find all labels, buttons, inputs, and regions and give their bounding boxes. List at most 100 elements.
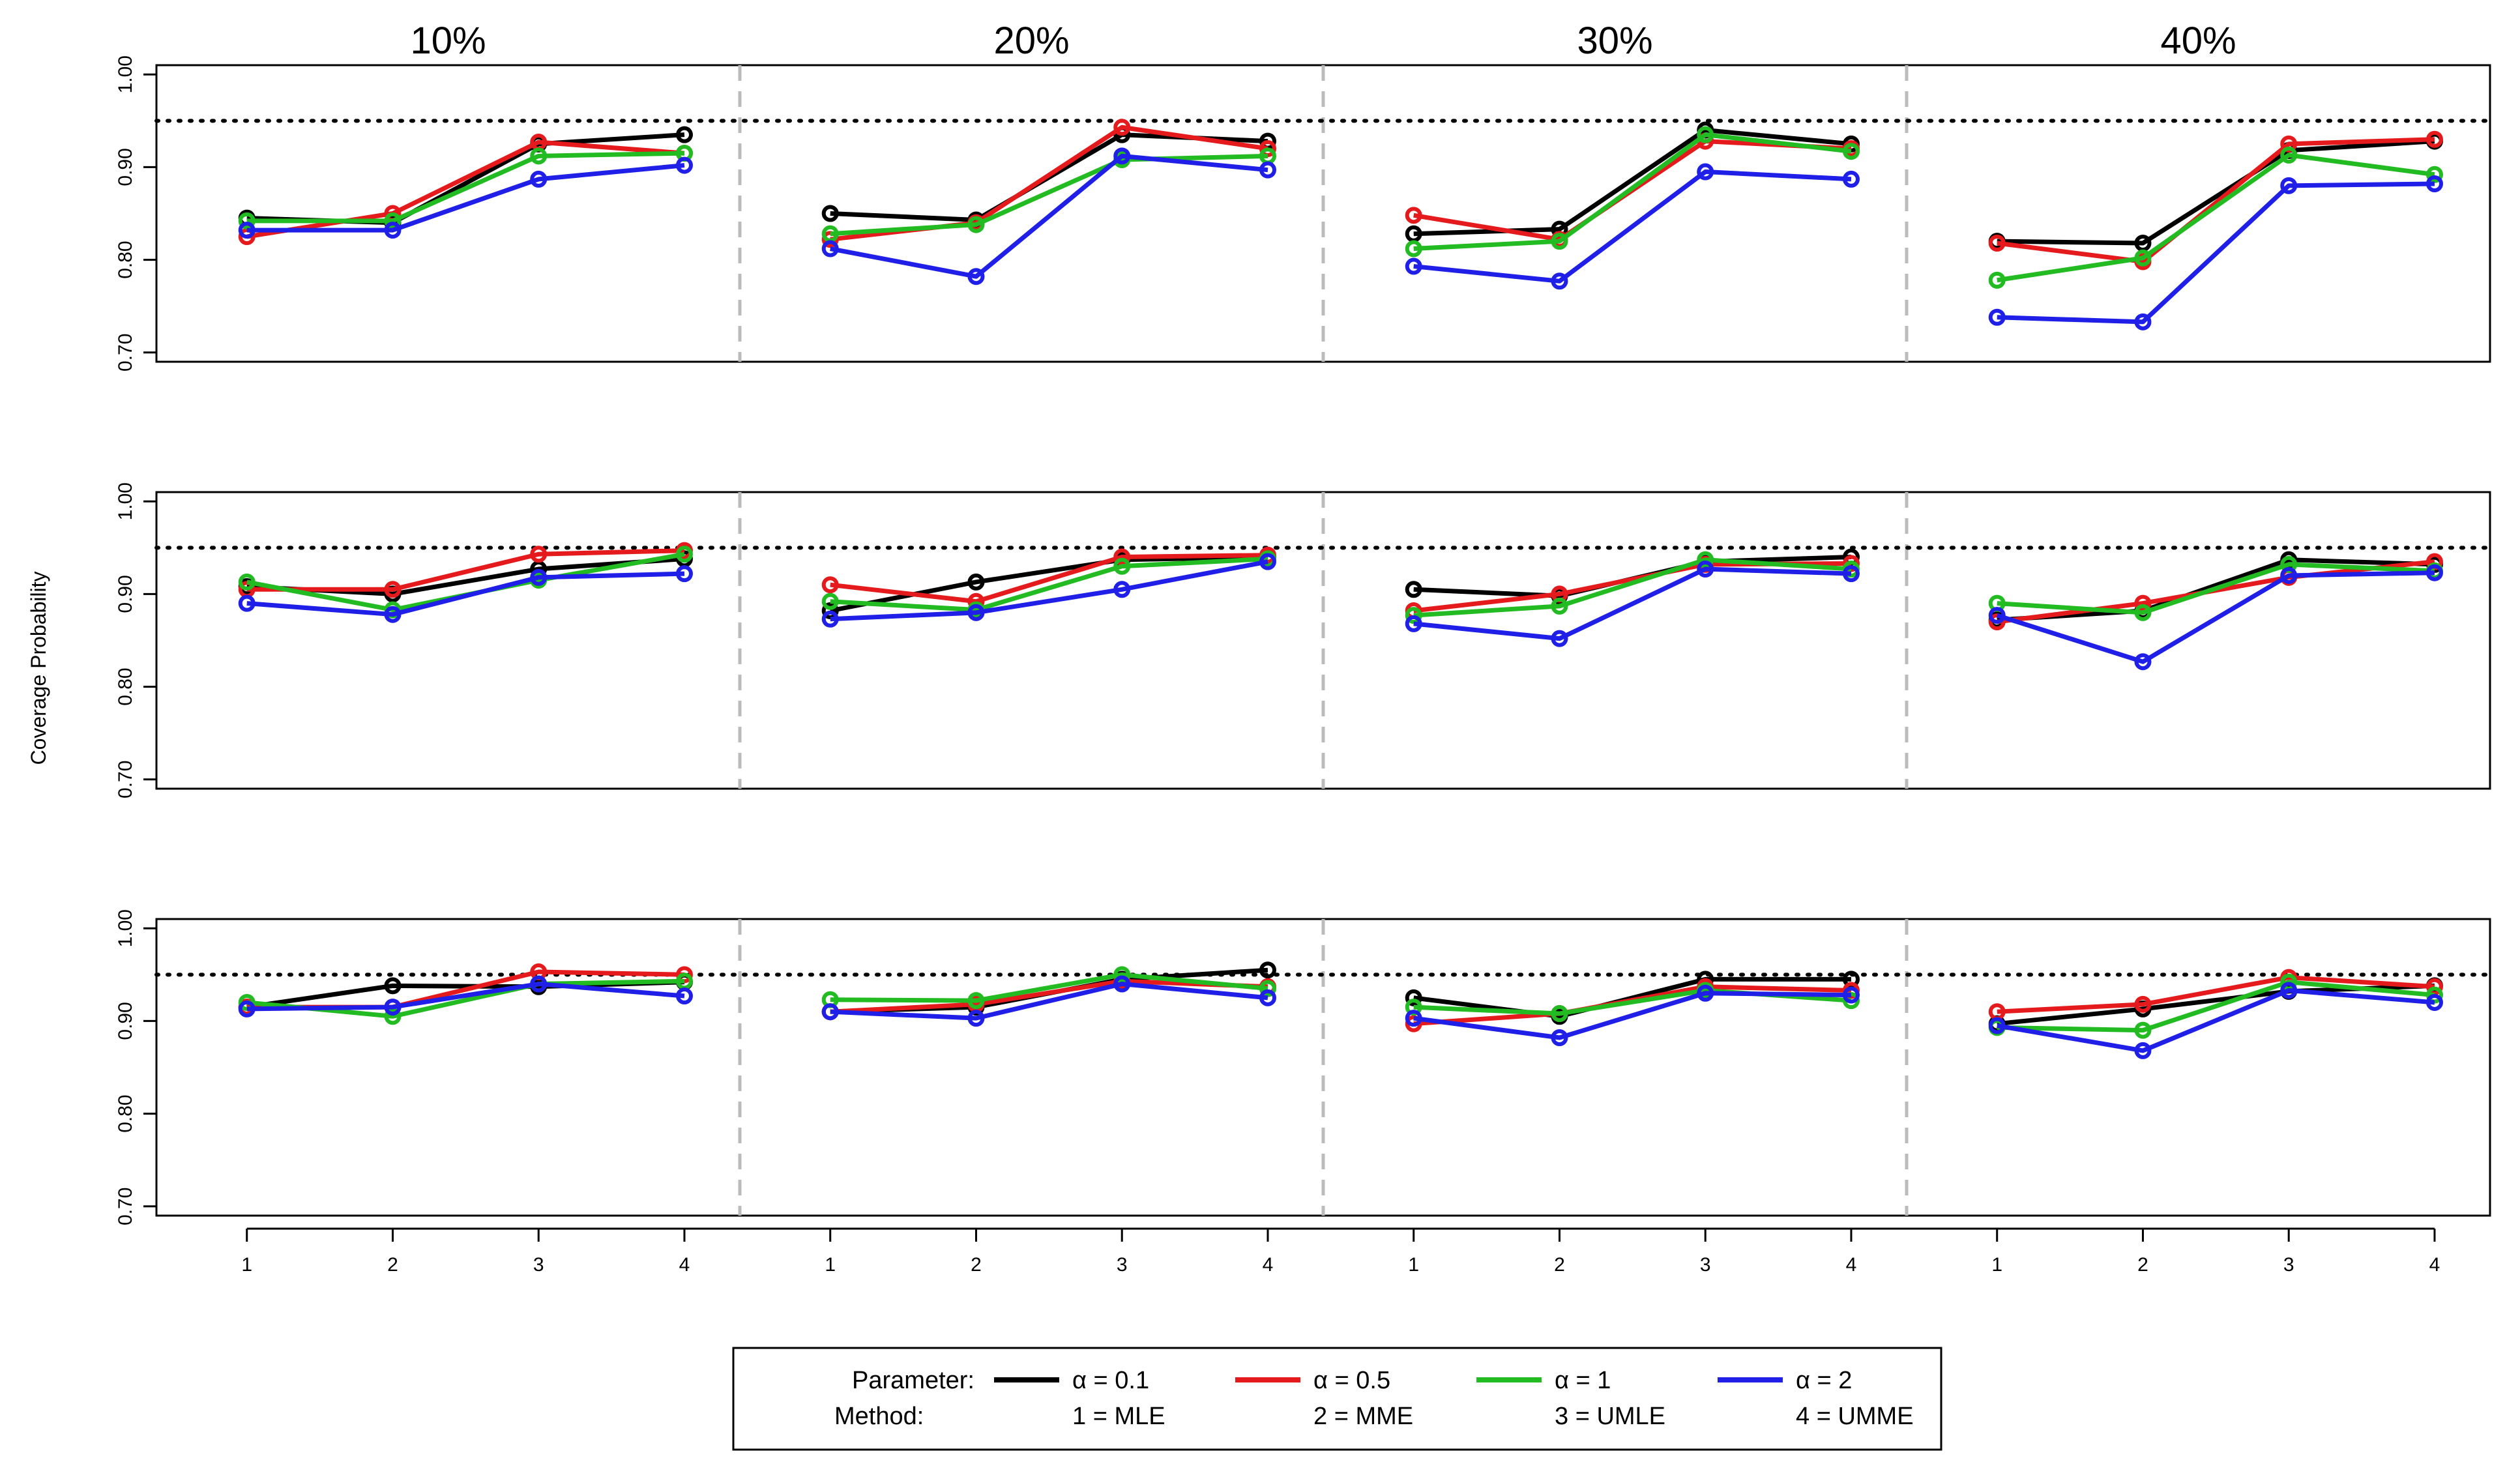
series-line-a01 bbox=[830, 555, 1268, 613]
data-point-a05 bbox=[530, 546, 548, 563]
series-line-a2 bbox=[1413, 991, 1852, 1040]
data-point-a05 bbox=[2425, 130, 2443, 148]
data-point-a2 bbox=[1113, 581, 1131, 598]
data-point-a2 bbox=[384, 999, 402, 1016]
column-title-3: 30% bbox=[1577, 20, 1652, 62]
data-point-a2 bbox=[967, 1010, 985, 1027]
data-point-a1 bbox=[238, 573, 256, 591]
data-point-a2 bbox=[1405, 1010, 1422, 1027]
data-point-a2 bbox=[1842, 565, 1860, 583]
data-point-a2 bbox=[238, 594, 256, 612]
data-point-a2 bbox=[2280, 566, 2298, 584]
data-point-a1 bbox=[1842, 143, 1860, 160]
x-tick-label: 1 bbox=[825, 1254, 836, 1276]
x-tick-label: 2 bbox=[387, 1254, 398, 1276]
panels: 0.70 0.80 0.90 1.00 0.70 0.80 0.90 1.00 0.70 0.80… bbox=[115, 55, 2492, 1276]
legend-method-entry: 1 = MLE bbox=[1072, 1403, 1165, 1430]
x-tick-label: 1 bbox=[1991, 1254, 2002, 1276]
series-line-a1 bbox=[246, 151, 685, 224]
panel-row-1: 0.70 0.80 0.90 1.00 bbox=[115, 55, 2492, 372]
y-tick-label: 0.70 bbox=[115, 1188, 136, 1225]
legend-method-label: Method: bbox=[834, 1403, 924, 1430]
data-point-a01 bbox=[384, 977, 402, 995]
legend-method-entry: 3 = UMLE bbox=[1555, 1403, 1665, 1430]
data-point-a05 bbox=[2134, 594, 2152, 612]
data-point-a05 bbox=[1988, 613, 2006, 631]
data-point-a2 bbox=[1697, 163, 1714, 181]
x-tick-label: 3 bbox=[1700, 1254, 1711, 1276]
data-point-a2 bbox=[675, 565, 693, 583]
series-line-a1 bbox=[1413, 132, 1852, 252]
data-point-a1 bbox=[238, 212, 256, 229]
x-axis: 1 2 3 4 1 2 3 4 1 2 3 4 1 2 3 4 bbox=[241, 1227, 2440, 1276]
data-point-a2 bbox=[675, 987, 693, 1005]
data-point-a01 bbox=[1259, 961, 1276, 979]
data-point-a2 bbox=[967, 268, 985, 285]
data-point-a2 bbox=[1697, 984, 1714, 1002]
data-point-a05 bbox=[1405, 1015, 1422, 1032]
data-point-a2 bbox=[821, 240, 839, 257]
y-tick-label: 1.00 bbox=[115, 909, 136, 947]
series-line-a1 bbox=[1997, 980, 2435, 1033]
data-point-a2 bbox=[1551, 272, 1568, 290]
series-line-a2 bbox=[1997, 181, 2435, 325]
y-tick-label: 1.00 bbox=[115, 482, 136, 520]
series-line-a2 bbox=[1413, 566, 1852, 641]
y-tick-label: 0.70 bbox=[115, 334, 136, 372]
data-point-a1 bbox=[2134, 1021, 2152, 1039]
data-point-a01 bbox=[1405, 581, 1422, 598]
data-point-a1 bbox=[1113, 966, 1131, 984]
data-point-a1 bbox=[238, 993, 256, 1011]
legend-method-entry: 2 = MME bbox=[1313, 1403, 1413, 1430]
data-point-a2 bbox=[967, 604, 985, 621]
series-line-a2 bbox=[830, 982, 1268, 1021]
x-tick-label: 2 bbox=[1554, 1254, 1565, 1276]
y-tick-label: 0.90 bbox=[115, 1002, 136, 1040]
y-tick-label: 0.80 bbox=[115, 1094, 136, 1132]
data-point-a1 bbox=[967, 216, 985, 233]
data-point-a2 bbox=[1113, 975, 1131, 993]
x-tick-label: 4 bbox=[1263, 1254, 1274, 1276]
x-tick-label: 3 bbox=[533, 1254, 544, 1276]
data-point-a2 bbox=[2425, 564, 2443, 581]
data-point-a2 bbox=[2280, 982, 2298, 999]
data-point-a2 bbox=[1551, 630, 1568, 647]
data-point-a2 bbox=[1697, 561, 1714, 578]
data-point-a2 bbox=[1405, 257, 1422, 275]
y-tick-label: 0.70 bbox=[115, 761, 136, 798]
series-line-a1 bbox=[830, 556, 1268, 613]
legend-entry-label: α = 0.5 bbox=[1313, 1367, 1390, 1394]
data-point-a2 bbox=[1842, 986, 1860, 1004]
data-point-a2 bbox=[1259, 989, 1276, 1006]
series-line-a2 bbox=[246, 982, 685, 1012]
panel-frame bbox=[155, 918, 2491, 1217]
data-point-a05 bbox=[1405, 207, 1422, 224]
series-line-a1 bbox=[830, 153, 1268, 237]
data-point-a1 bbox=[2134, 249, 2152, 267]
series-line-a05 bbox=[830, 553, 1268, 604]
data-point-a01 bbox=[821, 205, 839, 222]
data-point-a05 bbox=[1113, 119, 1131, 136]
data-point-a2 bbox=[1259, 161, 1276, 179]
series-line-a2 bbox=[1996, 570, 2435, 664]
data-point-a1 bbox=[2280, 146, 2298, 164]
data-point-a2 bbox=[530, 975, 548, 993]
column-title-4: 40% bbox=[2160, 20, 2236, 62]
series-line-a2 bbox=[830, 153, 1268, 279]
x-tick-label: 3 bbox=[2283, 1254, 2294, 1276]
data-point-a2 bbox=[1842, 170, 1860, 188]
series-line-a05 bbox=[246, 139, 685, 239]
data-point-a1 bbox=[1405, 607, 1422, 624]
data-point-a1 bbox=[1697, 551, 1714, 568]
x-tick-label: 4 bbox=[2429, 1254, 2440, 1276]
legend-entry-label: α = 2 bbox=[1796, 1367, 1852, 1394]
legend-box bbox=[732, 1347, 1942, 1451]
x-tick-label: 1 bbox=[241, 1254, 252, 1276]
data-point-a05 bbox=[1113, 548, 1131, 566]
data-point-a1 bbox=[1113, 557, 1131, 575]
y-tick-label: 0.90 bbox=[115, 575, 136, 613]
legend: Parameter: Method: α = 0.1 1 = MLE α = 0.5 2 … bbox=[732, 1347, 1942, 1451]
series-line-a2 bbox=[246, 571, 685, 617]
data-point-a2 bbox=[2425, 993, 2443, 1011]
